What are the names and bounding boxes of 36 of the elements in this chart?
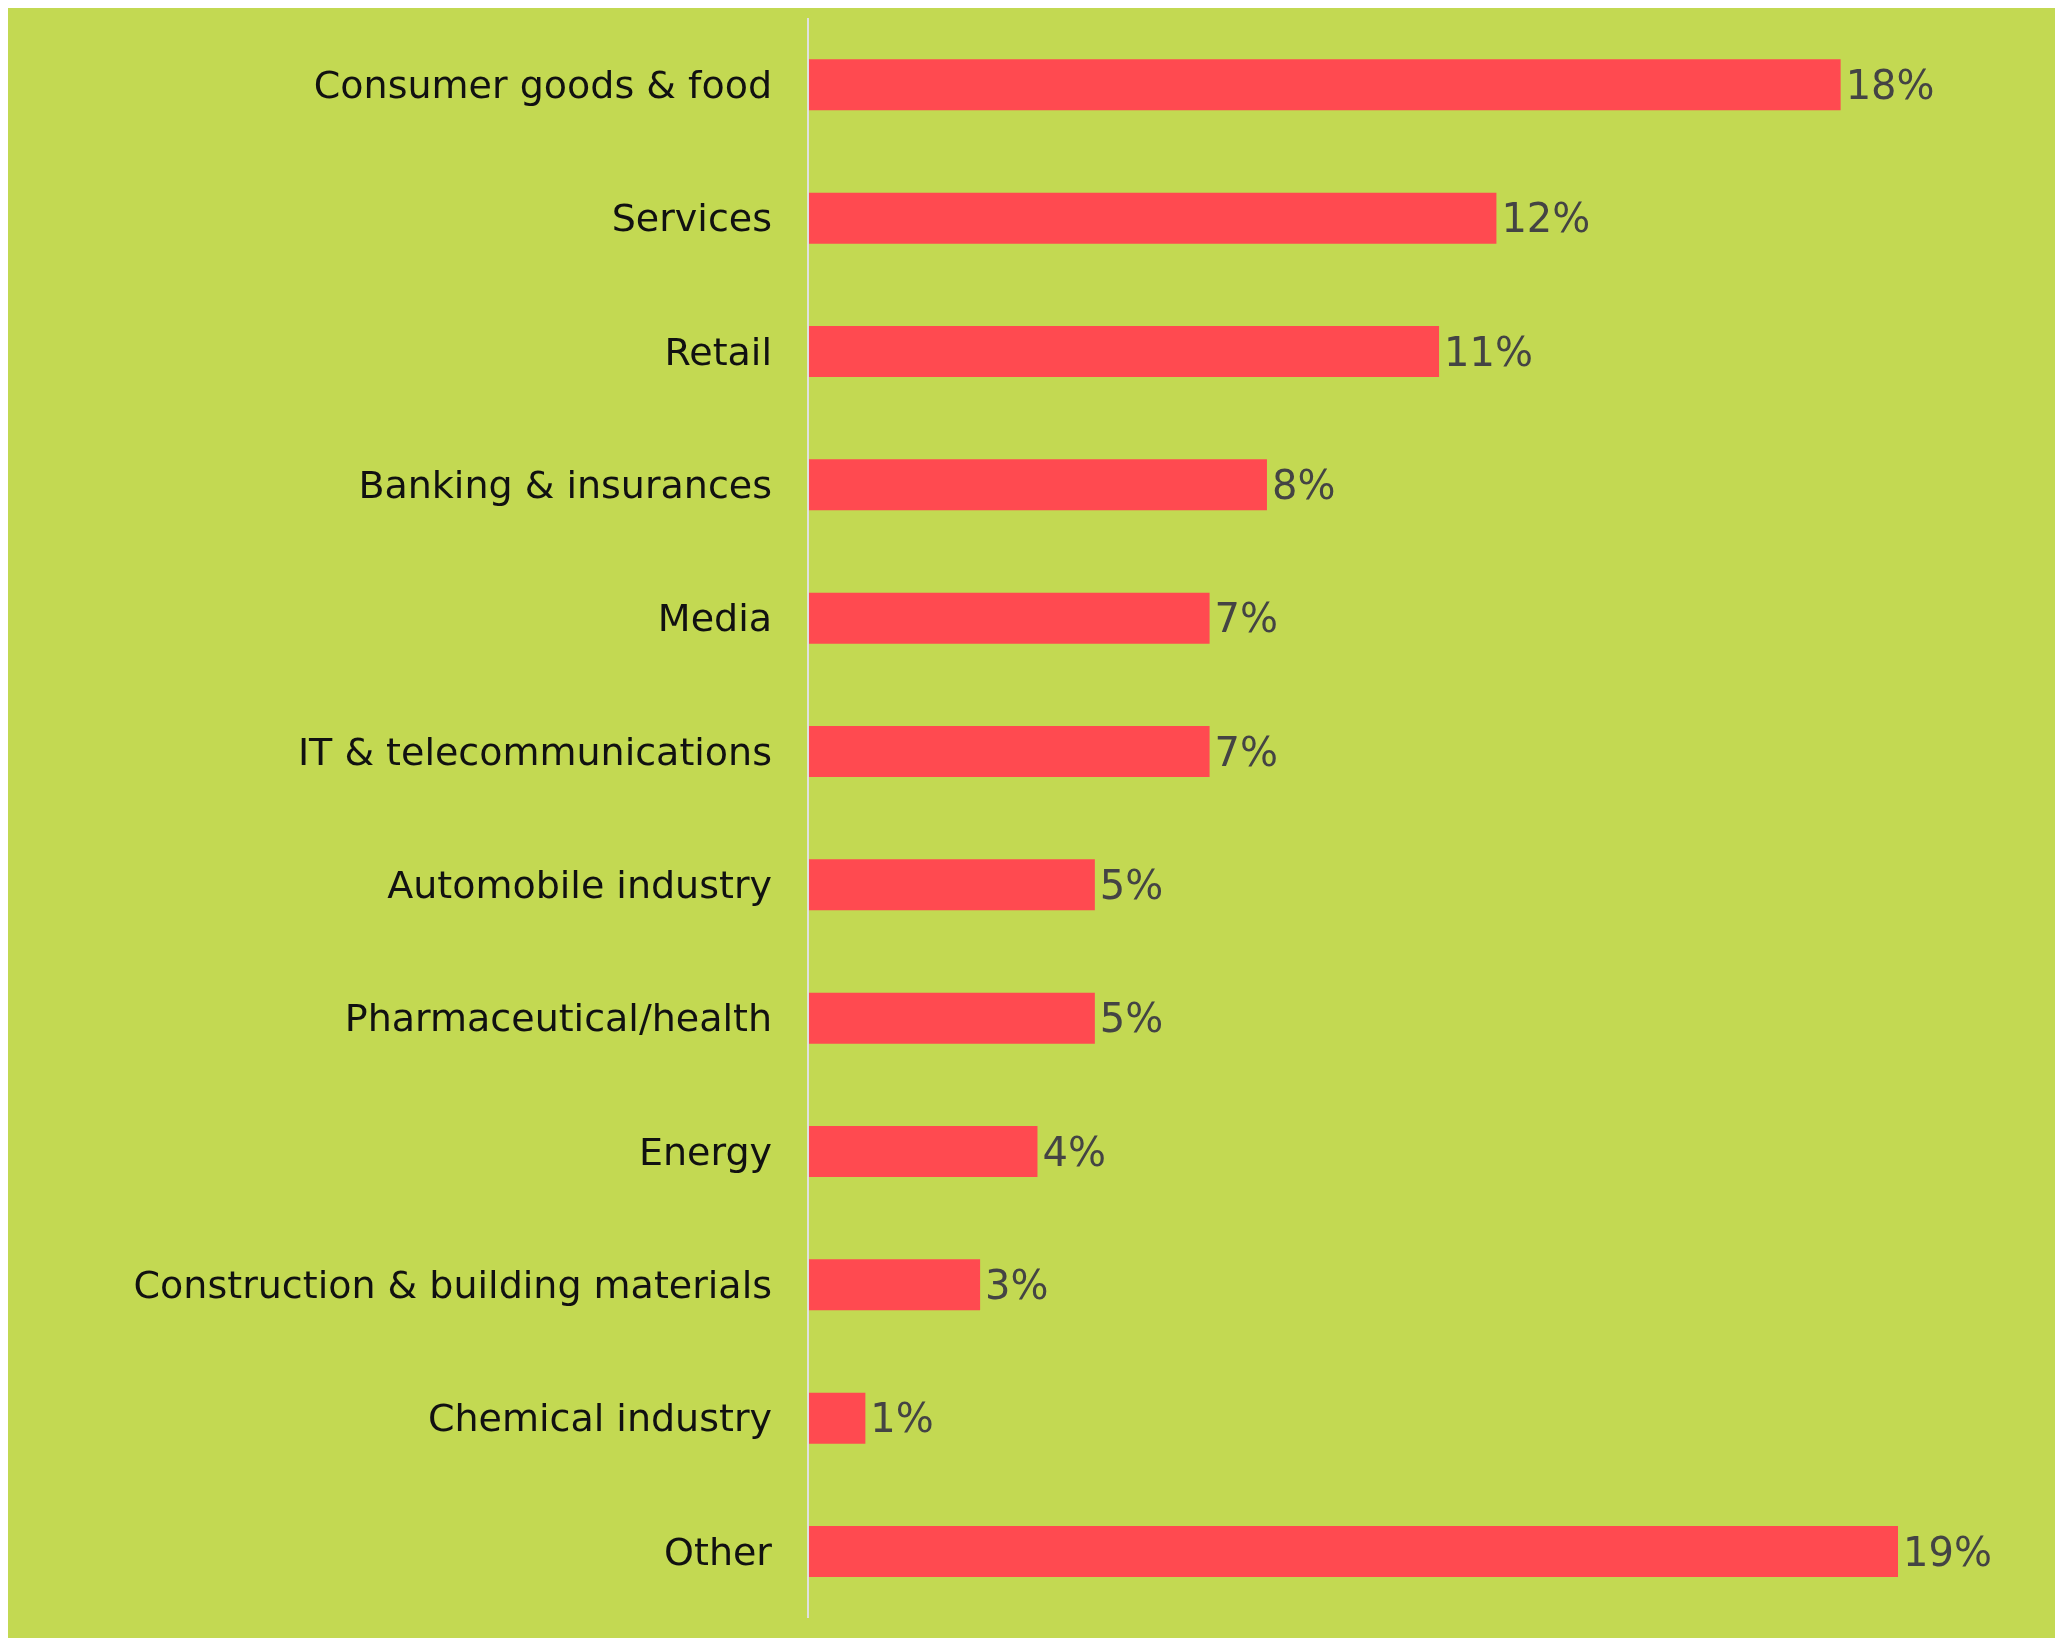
data-label: 19%: [1903, 1528, 1992, 1575]
data-label: 18%: [1845, 62, 1935, 109]
bar: [808, 326, 1440, 377]
bar: [808, 992, 1095, 1044]
bar: [808, 859, 1095, 911]
data-label: 7%: [1214, 595, 1279, 642]
bar: [808, 1392, 866, 1444]
y-tick-label: Retail: [664, 329, 772, 374]
y-tick-label: IT & telecommunications: [297, 729, 772, 774]
data-label: 5%: [1099, 995, 1164, 1042]
data-label: 11%: [1444, 328, 1533, 375]
bar: [808, 192, 1497, 244]
data-label: 1%: [870, 1395, 934, 1442]
data-label: 5%: [1099, 862, 1164, 909]
data-label: 8%: [1271, 462, 1336, 509]
y-tick-label: Services: [611, 196, 772, 241]
bar: [808, 726, 1210, 777]
y-tick-label: Chemical industry: [427, 1396, 772, 1441]
bar: [808, 1126, 1038, 1177]
y-tick-label: Energy: [638, 1129, 772, 1174]
bar: [808, 59, 1841, 111]
y-tick-label: Consumer goods & food: [313, 63, 772, 108]
y-tick-label: Other: [664, 1529, 773, 1574]
data-label: 4%: [1042, 1128, 1106, 1175]
bar: [808, 1259, 981, 1311]
bar: [808, 459, 1267, 511]
y-tick-label: Construction & building materials: [133, 1263, 772, 1308]
y-tick-label: Banking & insurances: [358, 463, 772, 508]
data-label: 7%: [1214, 728, 1279, 775]
bar: [808, 1526, 1898, 1577]
bar: [808, 592, 1210, 644]
data-label: 12%: [1501, 195, 1591, 242]
y-tick-label: Automobile industry: [387, 863, 772, 908]
data-label: 3%: [985, 1262, 1049, 1309]
y-tick-label: Media: [657, 596, 772, 641]
y-tick-label: Pharmaceutical/health: [344, 996, 772, 1041]
